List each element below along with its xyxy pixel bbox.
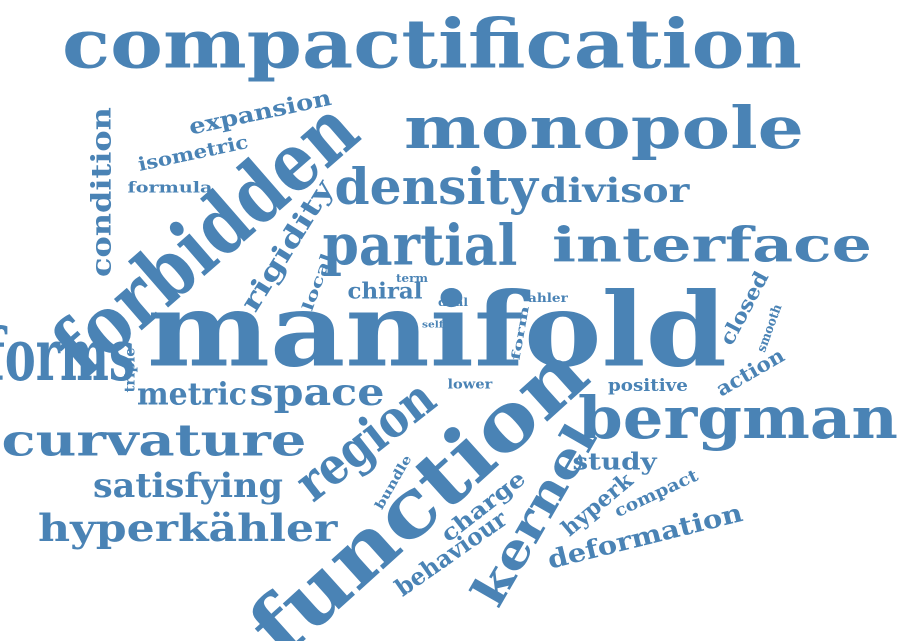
- word-bergman: bergman: [578, 385, 898, 452]
- word-curvature: curvature: [1, 414, 306, 466]
- word-compactification: compactification: [62, 5, 802, 84]
- word-satisfying: satisfying: [93, 466, 283, 505]
- word-partial: partial: [322, 212, 517, 278]
- word-chiral: chiral: [348, 279, 423, 304]
- word-monopole: monopole: [404, 95, 804, 163]
- word-positive: positive: [608, 376, 688, 396]
- word-term: term: [396, 271, 428, 284]
- word-interface: interface: [552, 217, 872, 273]
- word-formula: formula: [127, 179, 212, 197]
- word-lower: lower: [448, 377, 494, 392]
- word-dual: dual: [438, 295, 469, 308]
- word-ahler: ahler: [528, 292, 568, 306]
- word-condition: condition: [85, 107, 117, 277]
- word-space: space: [250, 371, 385, 415]
- word-study: study: [572, 448, 657, 476]
- word-density: density: [334, 158, 540, 216]
- word-hyperk-hler: hyperkähler: [38, 506, 338, 550]
- word-self: self: [422, 320, 444, 330]
- word-forms: forms: [0, 314, 135, 399]
- word-divisor: divisor: [540, 170, 690, 210]
- word-smooth: smooth: [753, 302, 785, 354]
- word-manifold: manifold: [147, 270, 727, 390]
- word-metric: metric: [137, 377, 247, 412]
- word-triple: triple: [123, 347, 138, 392]
